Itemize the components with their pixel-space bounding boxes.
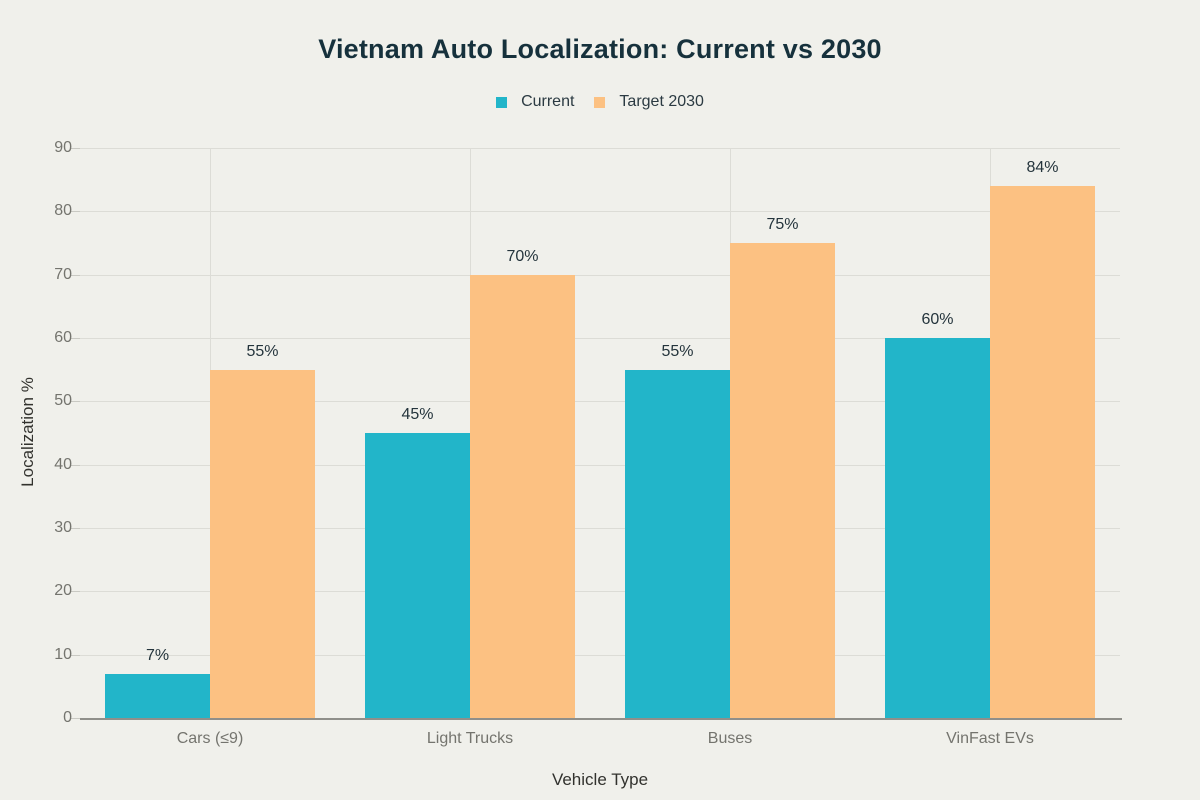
xtick-label-vinfast-evs: VinFast EVs bbox=[946, 730, 1034, 747]
ytick-mark-70 bbox=[71, 274, 80, 276]
bar-current-vinfast-evs bbox=[885, 338, 990, 718]
value-label-target-2030-light-trucks: 70% bbox=[506, 247, 539, 265]
gridline-y-40 bbox=[80, 464, 1120, 466]
ytick-label-40: 40 bbox=[54, 455, 72, 473]
ytick-label-50: 50 bbox=[54, 392, 72, 410]
bar-target-2030-buses bbox=[730, 243, 835, 718]
legend-swatch-target-2030 bbox=[594, 96, 606, 108]
ytick-mark-60 bbox=[71, 338, 80, 339]
ytick-mark-40 bbox=[71, 464, 80, 466]
xtick-label-light-trucks: Light Trucks bbox=[426, 730, 514, 747]
bar-target-2030-light-trucks bbox=[470, 274, 575, 718]
value-label-current-light-trucks: 45% bbox=[401, 406, 434, 423]
value-label-target-2030-vinfast-evs: 84% bbox=[1026, 159, 1059, 176]
legend-item-target-2030: Target 2030 bbox=[594, 93, 704, 111]
ytick-mark-30 bbox=[71, 528, 80, 529]
ytick-label-80: 80 bbox=[54, 202, 72, 220]
gridline-y-30 bbox=[80, 528, 1120, 529]
xtick-label-buses: Buses bbox=[707, 730, 753, 747]
x-axis-line bbox=[80, 718, 1122, 720]
ytick-label-0: 0 bbox=[63, 709, 72, 726]
ytick-label-70: 70 bbox=[54, 265, 72, 283]
ytick-mark-80 bbox=[71, 211, 80, 213]
ytick-mark-20 bbox=[71, 591, 80, 593]
gridline-y-90 bbox=[80, 148, 1120, 149]
ytick-label-20: 20 bbox=[54, 582, 72, 600]
bar-current-buses bbox=[625, 369, 730, 718]
value-label-target-2030-buses: 75% bbox=[766, 216, 799, 233]
y-axis-title: Localization % bbox=[18, 377, 37, 487]
legend: Current Target 2030 bbox=[0, 93, 1200, 111]
value-label-current-vinfast-evs: 60% bbox=[921, 311, 954, 328]
legend-item-current: Current bbox=[496, 93, 574, 111]
value-label-current-cars-9: 7% bbox=[145, 646, 170, 664]
gridline-y-70 bbox=[80, 274, 1120, 276]
gridline-y-20 bbox=[80, 591, 1120, 593]
ytick-label-10: 10 bbox=[54, 645, 72, 663]
legend-swatch-current bbox=[496, 96, 508, 108]
legend-label-target-2030: Target 2030 bbox=[619, 93, 704, 110]
ytick-label-60: 60 bbox=[54, 329, 72, 346]
gridline-y-50 bbox=[80, 401, 1120, 403]
ytick-label-90: 90 bbox=[54, 139, 72, 156]
ytick-mark-50 bbox=[71, 401, 80, 403]
gridline-y-10 bbox=[80, 654, 1120, 656]
x-axis-title: Vehicle Type bbox=[551, 770, 649, 789]
chart-title: Vietnam Auto Localization: Current vs 20… bbox=[318, 34, 882, 64]
ytick-label-30: 30 bbox=[54, 519, 72, 536]
ytick-mark-10 bbox=[71, 654, 80, 656]
ytick-mark-0 bbox=[71, 718, 80, 719]
value-label-target-2030-cars-9: 55% bbox=[246, 342, 279, 360]
value-label-current-buses: 55% bbox=[661, 342, 694, 360]
bar-current-cars-9 bbox=[105, 673, 210, 718]
xtick-label-cars-9: Cars (≤9) bbox=[176, 730, 244, 747]
bar-target-2030-vinfast-evs bbox=[990, 186, 1095, 718]
bar-target-2030-cars-9 bbox=[210, 369, 315, 718]
ytick-mark-90 bbox=[71, 148, 80, 149]
legend-label-current: Current bbox=[521, 93, 575, 110]
gridline-y-80 bbox=[80, 211, 1120, 213]
gridline-y-60 bbox=[80, 338, 1120, 339]
bar-current-light-trucks bbox=[365, 433, 470, 718]
